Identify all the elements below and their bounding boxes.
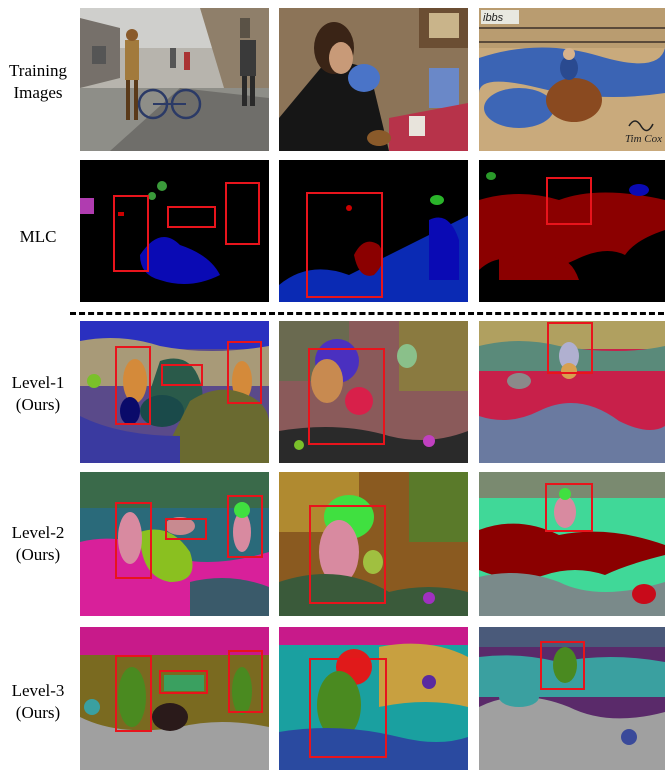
- row-label-level2: Level-2 (Ours): [0, 522, 76, 566]
- level3-result-cowboy: [479, 627, 665, 770]
- row-label-level1: Level-1 (Ours): [0, 372, 76, 416]
- row-label-mlc: MLC: [0, 226, 76, 248]
- mlc-result-street: [80, 160, 269, 302]
- row-label-training: Training Images: [0, 60, 76, 104]
- level3-result-street: [80, 627, 269, 770]
- shop-sign-text: ibbs: [483, 12, 504, 24]
- level1-result-street: [80, 321, 269, 463]
- level2-result-street: [80, 472, 269, 616]
- level3-result-woman: [279, 627, 468, 770]
- level1-result-cowboy: [479, 321, 665, 463]
- row-label-level3: Level-3 (Ours): [0, 680, 76, 724]
- signature-text: Tim Cox: [625, 133, 662, 145]
- dashed-divider: [70, 312, 664, 315]
- training-image-cowboy: ibbs Tim Cox: [479, 8, 665, 151]
- mlc-result-cowboy: [479, 160, 665, 302]
- training-image-street: [80, 8, 269, 151]
- training-image-woman: [279, 8, 468, 151]
- level2-result-woman: [279, 472, 468, 616]
- mlc-result-woman: [279, 160, 468, 302]
- level2-result-cowboy: [479, 472, 665, 616]
- level1-result-woman: [279, 321, 468, 463]
